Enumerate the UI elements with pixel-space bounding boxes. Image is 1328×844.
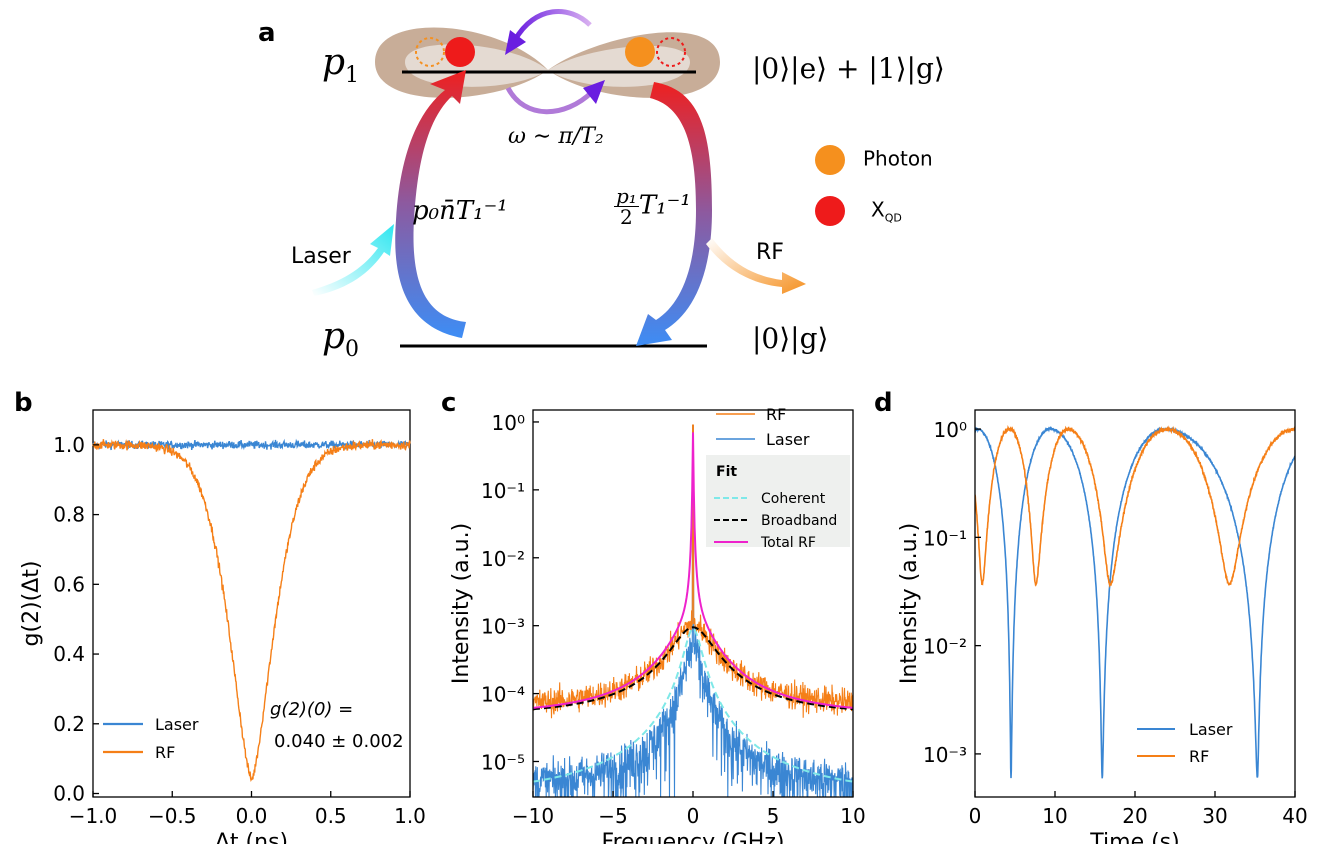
rf-label: RF: [756, 240, 784, 265]
x-axis-label-d: Time (s): [1089, 830, 1179, 844]
x-tick-label-c: −5: [598, 804, 627, 828]
x-axis-label-b: Δt (ns): [215, 830, 288, 844]
level-p0-label: p0: [322, 316, 360, 363]
xqd-dashed-right-icon: [656, 37, 686, 67]
emission-arrow-icon: [636, 82, 712, 346]
x-tick-label-c: −10: [512, 804, 554, 828]
y-tick-label-b: 0.2: [53, 712, 85, 736]
y-tick-label-c: 10⁻⁴: [481, 683, 525, 707]
legend-label-c: RF: [766, 405, 786, 424]
y-tick-label-c: 10⁰: [492, 411, 525, 435]
chart-c: −10 −5 0 5 10 10⁰ 10⁻¹ 10⁻² 10⁻³ 10⁻⁴ 10⁻⁵ Frequenc…: [449, 405, 866, 844]
plot-area-d: [975, 425, 1295, 779]
state-bottom-label: |0⟩|g⟩: [752, 322, 829, 355]
x-tick-label-d: 20: [1122, 804, 1147, 828]
fit-legend-label: Coherent: [761, 491, 826, 507]
fit-legend-label: Broadband: [761, 513, 837, 529]
legend-photon: Photon: [815, 145, 933, 175]
panel-c-letter: c: [441, 388, 457, 418]
rate-down-label: p₁ 2 T₁⁻¹: [614, 184, 691, 229]
lobe-inner: [405, 44, 690, 87]
y-tick-label-c: 10⁻¹: [481, 479, 525, 503]
excitation-arrow-icon: [395, 70, 466, 338]
series-line-b-rf: [92, 438, 411, 783]
x-tick-label-b: 0.5: [315, 804, 347, 828]
series-line-c-rf: [533, 424, 853, 719]
y-axis-label-c: Intensity (a.u.): [449, 523, 474, 684]
photon-dashed-left-icon: [415, 37, 445, 67]
chart-b: −1.0 −0.5 0.0 0.5 1.0 0.0 0.2 0.4 0.6 0.8 1.0 Δt (n…: [19, 409, 426, 844]
y-tick-label-b: 0.8: [53, 503, 85, 527]
legend-label-b: RF: [155, 743, 175, 762]
fit-legend-title: Fit: [716, 464, 737, 480]
fit-legend-box: [706, 455, 850, 547]
chart-d: 0 10 20 30 40 10⁰ 10⁻¹ 10⁻² 10⁻³ Time (s) Intensit…: [897, 409, 1308, 844]
rate-up-label: p₀n̄T₁⁻¹: [412, 196, 508, 226]
legend-xqd: XQD: [815, 196, 902, 226]
legend-label-d: Laser: [1189, 720, 1233, 739]
panel-b-letter: b: [14, 388, 33, 418]
annotation-b-line1: g(2)(0) =: [270, 699, 353, 720]
y-axis-label-d: Intensity (a.u.): [897, 523, 922, 684]
x-tick-label-c: 0: [687, 804, 700, 828]
panel-d-letter: d: [874, 388, 893, 418]
series-line-d-rf: [975, 425, 1295, 588]
fit-line-total-rf: [533, 432, 853, 709]
x-tick-label-b: −1.0: [69, 804, 118, 828]
panel-a-letter: a: [258, 18, 276, 48]
x-tick-label-d: 40: [1282, 804, 1307, 828]
y-tick-label-b: 0.4: [53, 642, 85, 666]
fit-line-coherent: [533, 627, 853, 783]
laser-arrow-icon: [312, 224, 394, 296]
x-axis-label-c: Frequency (GHz): [602, 830, 785, 844]
x-tick-label-d: 0: [969, 804, 982, 828]
energy-level-diagram: [312, 9, 806, 348]
state-top-label: |0⟩|e⟩ + |1⟩|g⟩: [752, 52, 945, 85]
legend-label-c: Laser: [766, 430, 810, 449]
x-tick-label-c: 10: [840, 804, 865, 828]
y-tick-label-b: 1.0: [53, 433, 85, 457]
y-tick-label-c: 10⁻³: [481, 615, 525, 639]
y-tick-label-c: 10⁻⁵: [481, 750, 525, 774]
y-tick-label-c: 10⁻²: [481, 547, 525, 571]
purple-arrow-top-icon: [512, 9, 592, 42]
y-tick-label-d: 10⁻¹: [923, 526, 967, 550]
level-p1-label: p1: [322, 42, 360, 89]
x-tick-label-d: 30: [1202, 804, 1227, 828]
x-tick-label-b: 0.0: [236, 804, 268, 828]
fit-legend-label: Total RF: [760, 535, 816, 551]
y-axis-label-b: g(2)(Δt): [19, 561, 44, 647]
series-line-d-laser: [975, 425, 1295, 779]
legend-label-d: RF: [1189, 747, 1209, 766]
omega-label: ω ∼ π/T₂: [508, 124, 604, 149]
y-tick-label-b: 0.6: [53, 572, 85, 596]
legend-label-b: Laser: [155, 715, 199, 734]
purple-arrow-bottom-icon: [505, 86, 594, 115]
laser-label: Laser: [291, 244, 351, 269]
x-tick-label-b: 1.0: [394, 804, 426, 828]
xqd-dot-left-icon: [445, 37, 475, 67]
rf-arrow-icon: [706, 238, 806, 294]
xqd-legend-icon: [815, 196, 845, 226]
y-tick-label-d: 10⁻²: [923, 635, 967, 659]
y-tick-label-d: 10⁻³: [923, 743, 967, 767]
fit-line-broadband: [533, 626, 853, 711]
y-tick-label-b: 0.0: [53, 782, 85, 806]
photon-dot-right-icon: [625, 37, 655, 67]
plot-area-c: [533, 424, 853, 797]
x-tick-label-d: 10: [1042, 804, 1067, 828]
x-tick-label-b: −0.5: [148, 804, 197, 828]
annotation-b-line2: 0.040 ± 0.002: [274, 731, 404, 752]
y-tick-label-d: 10⁰: [934, 418, 967, 442]
x-tick-label-c: 5: [767, 804, 780, 828]
photon-legend-icon: [815, 145, 845, 175]
